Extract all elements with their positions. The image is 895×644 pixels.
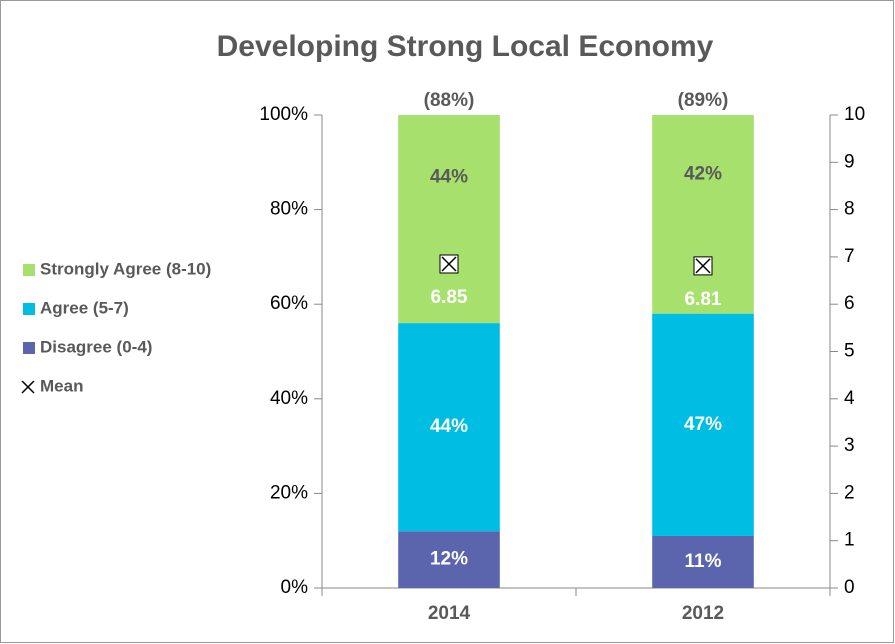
y2-tick-label: 0	[844, 577, 855, 598]
bar-segment	[652, 313, 754, 536]
mean-label: 6.85	[431, 287, 468, 308]
bar-segment	[398, 531, 500, 588]
y2-tick-label: 7	[844, 246, 855, 267]
y-tick-label: 100%	[259, 104, 308, 125]
value-label: 44%	[430, 166, 468, 187]
value-label: 11%	[685, 551, 722, 572]
y2-tick-label: 10	[844, 104, 865, 125]
mean-marker	[693, 256, 713, 276]
legend-swatch	[23, 303, 35, 315]
bar-segment	[398, 323, 500, 532]
value-label: 47%	[684, 414, 722, 435]
y2-tick-label: 8	[844, 199, 855, 220]
y-tick-label: 40%	[270, 388, 308, 409]
y2-tick-label: 5	[844, 341, 855, 362]
legend-label: Strongly Agree (8-10)	[40, 259, 211, 278]
total-label: (88%)	[424, 90, 475, 111]
y2-tick-label: 2	[844, 482, 855, 503]
value-label: 12%	[430, 549, 468, 570]
value-label: 44%	[430, 416, 468, 437]
value-label: 42%	[684, 164, 722, 185]
legend-marker	[21, 380, 35, 394]
legend-swatch	[23, 264, 35, 276]
legend-swatch	[23, 342, 35, 354]
y2-tick-label: 3	[844, 435, 855, 456]
x-tick-label: 2012	[682, 603, 724, 624]
mean-label: 6.81	[685, 289, 722, 310]
chart-title: Developing Strong Local Economy	[217, 30, 714, 63]
y2-tick-label: 9	[844, 151, 855, 172]
legend-label: Disagree (0-4)	[40, 337, 152, 356]
bar-segment	[652, 115, 754, 314]
y-tick-label: 60%	[270, 293, 308, 314]
y-tick-label: 80%	[270, 199, 308, 220]
x-tick-label: 2014	[428, 603, 471, 624]
y-tick-label: 20%	[270, 482, 308, 503]
mean-marker	[439, 254, 459, 274]
total-label: (89%)	[678, 90, 729, 111]
legend-label: Agree (5-7)	[40, 298, 129, 317]
y2-tick-label: 4	[844, 388, 855, 409]
y2-tick-label: 1	[844, 530, 855, 551]
y2-tick-label: 6	[844, 293, 855, 314]
legend-label: Mean	[40, 376, 83, 395]
bar-segment	[652, 535, 754, 588]
y-tick-label: 0%	[281, 577, 309, 598]
bar-segment	[398, 115, 500, 324]
